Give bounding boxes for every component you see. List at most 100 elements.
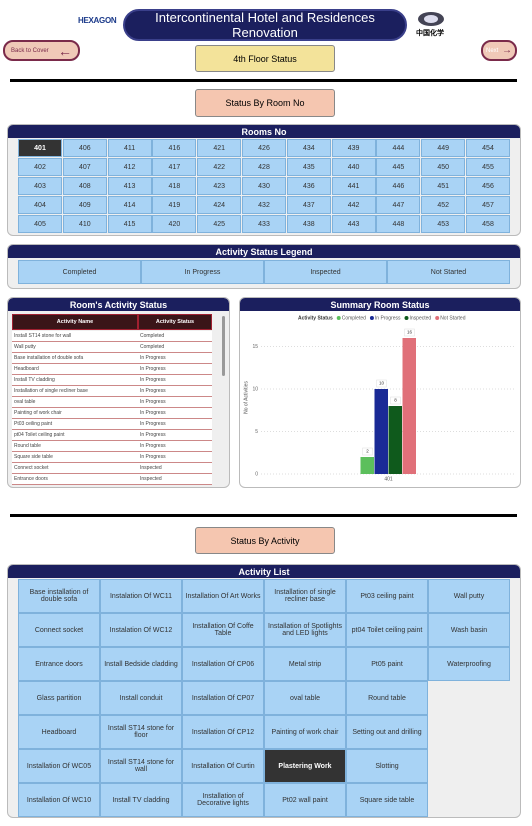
room-cell[interactable]: 408 [62,177,107,195]
back-button[interactable]: Back to Cover ← [3,40,80,61]
activity-cell[interactable]: Installation Of Coffe Table [182,613,264,647]
room-cell[interactable]: 443 [331,215,376,233]
room-cell[interactable]: 415 [107,215,152,233]
room-cell[interactable]: 457 [466,196,510,214]
activity-cell[interactable]: Installation Of CP07 [182,681,264,715]
room-cell[interactable]: 424 [197,196,242,214]
room-cell[interactable]: 428 [242,158,286,176]
activity-cell[interactable]: Installation of single recliner base [264,579,346,613]
room-cell[interactable]: 435 [286,158,331,176]
activity-cell[interactable]: Round table [346,681,428,715]
room-cell[interactable]: 441 [331,177,376,195]
room-cell[interactable]: 420 [152,215,197,233]
legend-cell[interactable]: In Progress [141,260,264,284]
room-cell[interactable]: 448 [376,215,421,233]
activity-cell[interactable]: Waterproofing [428,647,510,681]
room-cell[interactable]: 456 [466,177,510,195]
room-cell[interactable]: 453 [421,215,466,233]
room-cell[interactable]: 403 [18,177,62,195]
room-cell[interactable]: 405 [18,215,62,233]
legend-cell[interactable]: Completed [18,260,141,284]
room-cell[interactable]: 458 [466,215,510,233]
activity-cell[interactable]: Instalation Of WC11 [100,579,182,613]
activity-cell[interactable]: Installation Of CP06 [182,647,264,681]
activity-cell[interactable]: Installation of Spotlights and LED light… [264,613,346,647]
activity-cell[interactable]: Installation Of WC05 [18,749,100,783]
room-cell[interactable]: 451 [421,177,466,195]
room-cell[interactable]: 421 [197,139,242,157]
activity-cell[interactable]: Base installation of double sofa [18,579,100,613]
scrollbar[interactable] [222,316,225,376]
activity-cell[interactable]: Pt05 paint [346,647,428,681]
activity-cell[interactable]: Wash basin [428,613,510,647]
activity-cell[interactable]: Painting of work chair [264,715,346,749]
room-cell[interactable]: 404 [18,196,62,214]
activity-cell[interactable]: Connect socket [18,613,100,647]
activity-cell[interactable]: Setting out and drilling [346,715,428,749]
room-cell[interactable]: 430 [242,177,286,195]
room-cell[interactable]: 446 [376,177,421,195]
room-cell[interactable]: 445 [376,158,421,176]
room-cell[interactable]: 452 [421,196,466,214]
activity-cell[interactable]: Installation Of WC10 [18,783,100,817]
room-cell[interactable]: 416 [152,139,197,157]
room-cell[interactable]: 409 [62,196,107,214]
activity-cell[interactable]: Slotting [346,749,428,783]
legend-cell[interactable]: Inspected [264,260,387,284]
room-cell[interactable]: 455 [466,158,510,176]
room-cell[interactable]: 419 [152,196,197,214]
activity-cell[interactable]: Wall putty [428,579,510,613]
activity-cell[interactable]: Install conduit [100,681,182,715]
room-cell[interactable]: 402 [18,158,62,176]
activity-cell[interactable]: Pt02 wall paint [264,783,346,817]
room-cell[interactable]: 437 [286,196,331,214]
next-button[interactable]: Next → [481,40,517,61]
room-cell[interactable]: 440 [331,158,376,176]
activity-cell[interactable]: Installation of Decorative lights [182,783,264,817]
activity-cell[interactable]: Installation Of Art Works [182,579,264,613]
room-cell[interactable]: 444 [376,139,421,157]
room-cell[interactable]: 422 [197,158,242,176]
column-header[interactable]: Activity Name [12,314,138,330]
activity-cell[interactable]: Metal strip [264,647,346,681]
room-cell[interactable]: 410 [62,215,107,233]
activity-cell[interactable]: Square side table [346,783,428,817]
activity-cell[interactable]: Plastering Work [264,749,346,783]
activity-button[interactable]: Status By Activity [195,527,335,554]
room-cell[interactable]: 439 [331,139,376,157]
room-cell[interactable]: 406 [62,139,107,157]
room-cell[interactable]: 432 [242,196,286,214]
activity-cell[interactable]: Install TV cladding [100,783,182,817]
activity-cell[interactable]: Install ST14 stone for wall [100,749,182,783]
room-cell[interactable]: 447 [376,196,421,214]
activity-cell[interactable]: Entrance doors [18,647,100,681]
activity-cell[interactable]: Pt03 ceiling paint [346,579,428,613]
activity-cell[interactable]: Installation Of CP12 [182,715,264,749]
room-cell[interactable]: 414 [107,196,152,214]
room-cell[interactable]: 450 [421,158,466,176]
room-cell[interactable]: 434 [286,139,331,157]
activity-cell[interactable]: Instalation Of WC12 [100,613,182,647]
room-cell[interactable]: 454 [466,139,510,157]
room-cell[interactable]: 412 [107,158,152,176]
room-cell[interactable]: 425 [197,215,242,233]
rooms-button[interactable]: Status By Room No [195,89,335,117]
room-cell[interactable]: 418 [152,177,197,195]
room-cell[interactable]: 413 [107,177,152,195]
activity-cell[interactable]: Installation Of Curtin [182,749,264,783]
activity-cell[interactable]: Headboard [18,715,100,749]
room-cell[interactable]: 438 [286,215,331,233]
activity-cell[interactable]: pt04 Toilet ceiling paint [346,613,428,647]
room-cell[interactable]: 442 [331,196,376,214]
room-cell[interactable]: 411 [107,139,152,157]
room-cell[interactable]: 417 [152,158,197,176]
activity-cell[interactable]: Install Bedside cladding [100,647,182,681]
column-header[interactable]: Activity Status [138,314,212,330]
room-cell[interactable]: 449 [421,139,466,157]
room-cell[interactable]: 423 [197,177,242,195]
room-cell[interactable]: 407 [62,158,107,176]
room-cell[interactable]: 436 [286,177,331,195]
room-cell[interactable]: 401 [18,139,62,157]
activity-cell[interactable]: Glass partition [18,681,100,715]
room-cell[interactable]: 426 [242,139,286,157]
